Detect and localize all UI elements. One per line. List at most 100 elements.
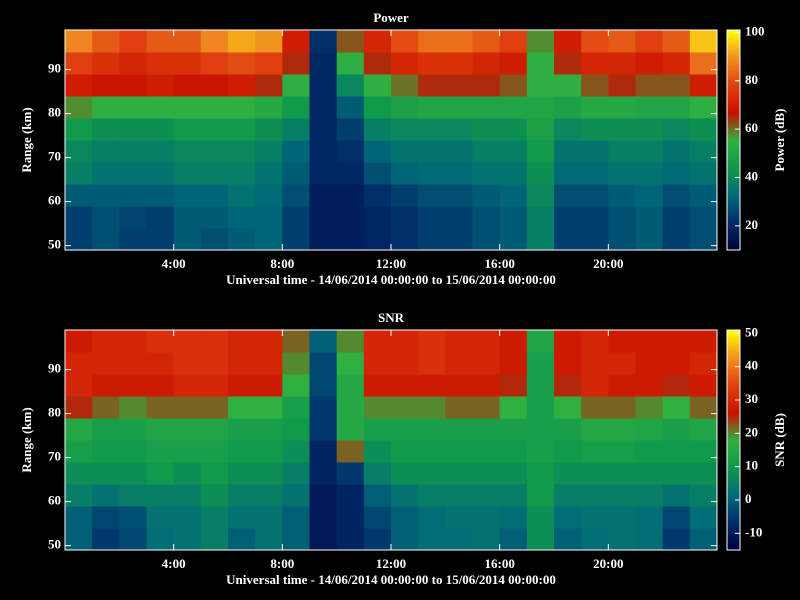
heatmap-cell <box>554 352 582 375</box>
colorbar-segment <box>727 458 740 461</box>
heatmap-cell <box>608 418 636 441</box>
heatmap-cell <box>418 506 446 529</box>
heatmap-cell <box>472 396 501 419</box>
heatmap-cell <box>662 352 691 375</box>
colorbar-segment <box>727 350 740 353</box>
colorbar-segment <box>727 348 740 351</box>
heatmap-cell <box>391 462 419 485</box>
heatmap-cell <box>309 528 338 551</box>
heatmap-cell <box>662 396 691 419</box>
colorbar-segment <box>727 432 740 435</box>
colorbar-segment <box>727 164 740 167</box>
heatmap-cell <box>309 74 338 97</box>
heatmap-cell <box>92 118 120 141</box>
heatmap-cell <box>65 396 93 419</box>
heatmap-cell <box>445 184 473 207</box>
y-tick-label: 90 <box>48 61 61 76</box>
colorbar-segment <box>727 136 740 139</box>
colorbar-segment <box>727 468 740 471</box>
heatmap-cell <box>146 118 175 141</box>
colorbar-tick-label: 50 <box>745 324 758 339</box>
colorbar-segment <box>727 428 740 431</box>
colorbar-tick-label: 0 <box>745 491 752 506</box>
heatmap-cell <box>581 74 609 97</box>
colorbar-segment <box>727 402 740 405</box>
heatmap-cell <box>635 396 664 419</box>
colorbar-segment <box>727 230 740 233</box>
heatmap-cell <box>499 30 528 53</box>
y-tick-label: 50 <box>48 537 61 552</box>
heatmap-cell <box>200 396 229 419</box>
colorbar-segment <box>727 416 740 419</box>
heatmap-cell <box>418 484 446 507</box>
heatmap-cell <box>418 74 446 97</box>
heatmap-cell <box>228 140 256 163</box>
colorbar-segment <box>727 466 740 469</box>
heatmap-cell <box>554 228 582 251</box>
colorbar-segment <box>727 48 740 51</box>
heatmap-cell <box>472 330 501 353</box>
heatmap-cell <box>173 352 202 375</box>
heatmap-cell <box>635 528 664 551</box>
colorbar-segment <box>727 352 740 355</box>
colorbar-segment <box>727 116 740 119</box>
heatmap-cell <box>65 418 93 441</box>
heatmap-cell <box>309 440 338 463</box>
heatmap-cell <box>228 184 256 207</box>
colorbar-segment <box>727 332 740 335</box>
heatmap-cell <box>255 118 283 141</box>
colorbar-segment <box>727 336 740 339</box>
heatmap-cell <box>363 352 392 375</box>
heatmap-cell <box>445 74 473 97</box>
heatmap-cell <box>200 374 229 397</box>
heatmap-cell <box>363 140 392 163</box>
heatmap-cell <box>65 140 93 163</box>
heatmap-cell <box>282 162 310 185</box>
colorbar-segment <box>727 46 740 49</box>
heatmap-cell <box>255 484 283 507</box>
y-tick-label: 80 <box>48 405 61 420</box>
heatmap-cell <box>445 484 473 507</box>
heatmap-cell <box>391 440 419 463</box>
heatmap-cell <box>255 206 283 229</box>
colorbar-segment <box>727 216 740 219</box>
heatmap-cell <box>119 462 147 485</box>
heatmap-cell <box>581 206 609 229</box>
colorbar-segment <box>727 156 740 159</box>
heatmap-cell <box>173 30 202 53</box>
heatmap-cell <box>92 140 120 163</box>
heatmap-cell <box>689 74 718 97</box>
heatmap-cell <box>391 162 419 185</box>
heatmap-cell <box>119 206 147 229</box>
heatmap-cell <box>282 30 310 53</box>
heatmap-cell <box>689 140 718 163</box>
colorbar-segment <box>727 88 740 91</box>
heatmap-cell <box>336 374 365 397</box>
heatmap-cell <box>635 374 664 397</box>
heatmap-cell <box>689 330 718 353</box>
heatmap-cell <box>173 162 202 185</box>
heatmap-cell <box>228 162 256 185</box>
heatmap-cell <box>499 506 528 529</box>
colorbar-segment <box>727 470 740 473</box>
heatmap-cell <box>445 206 473 229</box>
colorbar-segment <box>727 56 740 59</box>
heatmap-cell <box>336 74 365 97</box>
x-tick-label: 16:00 <box>484 556 514 571</box>
heatmap-cell <box>445 96 473 119</box>
colorbar-segment <box>727 120 740 123</box>
heatmap-cell <box>228 352 256 375</box>
heatmap-cell <box>309 52 338 75</box>
heatmap-cell <box>526 352 555 375</box>
colorbar-segment <box>727 392 740 395</box>
heatmap-cell <box>255 74 283 97</box>
heatmap-cell <box>526 206 555 229</box>
heatmap-cell <box>363 396 392 419</box>
colorbar-segment <box>727 494 740 497</box>
heatmap-cell <box>499 184 528 207</box>
heatmap-cell <box>363 52 392 75</box>
heatmap-cell <box>608 330 636 353</box>
colorbar-segment <box>727 442 740 445</box>
heatmap-cell <box>282 374 310 397</box>
colorbar-segment <box>727 188 740 191</box>
